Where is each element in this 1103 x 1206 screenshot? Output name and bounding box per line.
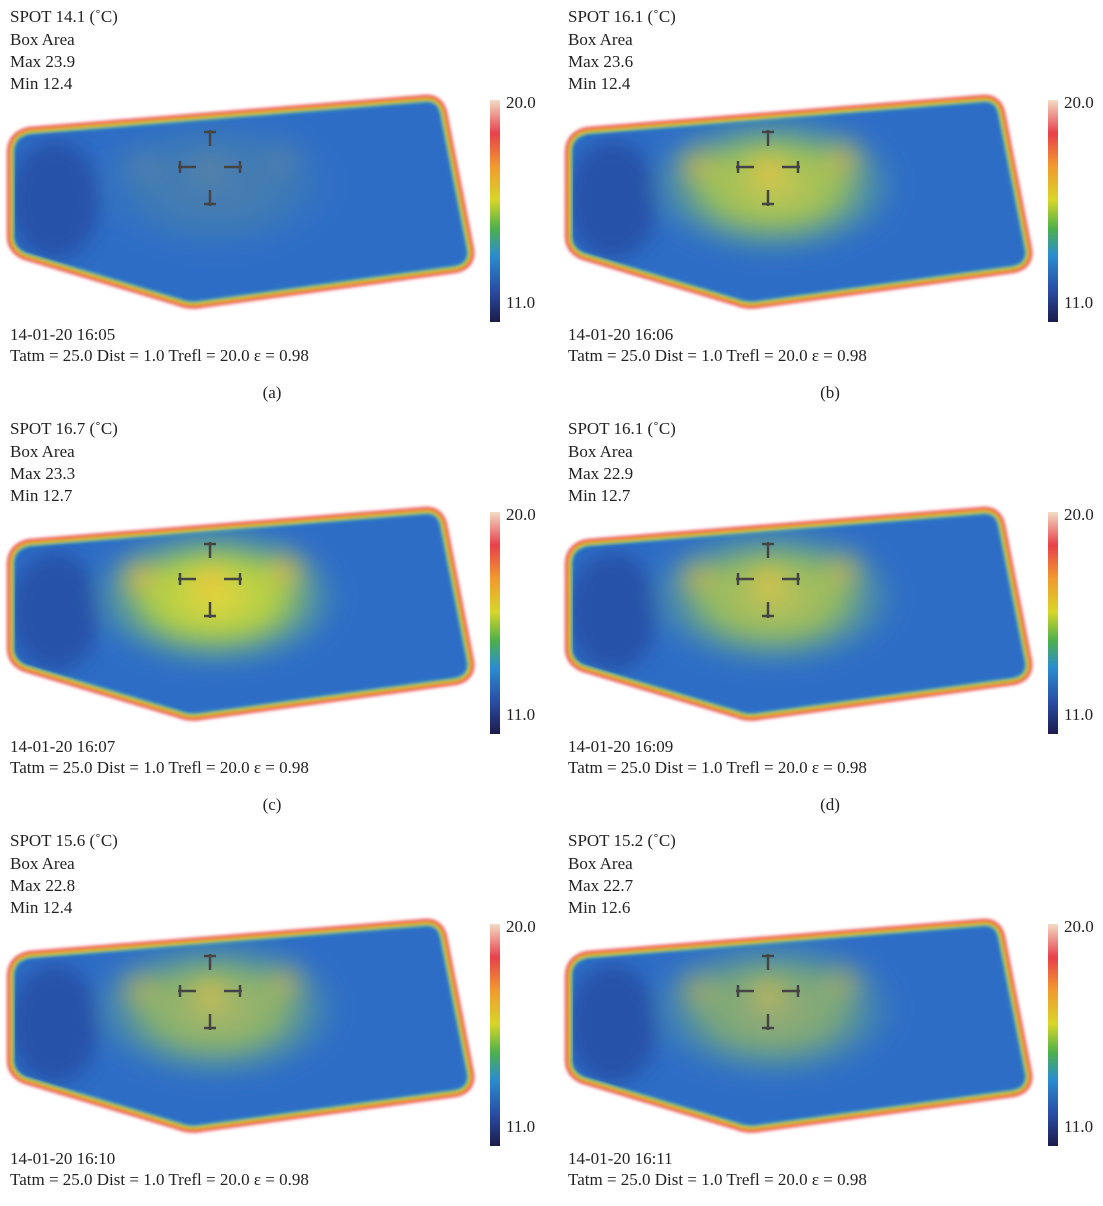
thermal-panel: SPOT 15.6 (˚C) Box Area Max 22.8 Min 12.4 20…	[10, 831, 536, 1206]
spot-label: SPOT 16.1 (˚C)	[568, 7, 676, 26]
hot-spot-r	[815, 545, 871, 595]
scale-min: 11.0	[1064, 705, 1093, 724]
max-label: Max 22.8	[10, 876, 75, 895]
timestamp: 14-01-20 16:05	[10, 325, 115, 344]
timestamp: 14-01-20 16:06	[568, 325, 673, 344]
area-label: Box Area	[568, 442, 633, 461]
min-label: Min 12.7	[10, 486, 73, 505]
area-label: Box Area	[568, 854, 633, 873]
caption: (c)	[263, 795, 282, 814]
hot-spot-r	[257, 545, 313, 595]
figure: SPOT 14.1 (˚C) Box Area Max 23.9 Min 12.4 20…	[0, 0, 1103, 1206]
color-bar	[1048, 512, 1058, 734]
hot-spot-l	[112, 964, 168, 1014]
parameters: Tatm = 25.0 Dist = 1.0 Trefl = 20.0 ε = …	[568, 346, 867, 365]
scale-max: 20.0	[506, 93, 536, 112]
max-label: Max 23.6	[568, 52, 633, 71]
cold-zone	[10, 140, 100, 260]
min-label: Min 12.7	[568, 486, 631, 505]
hot-spot-l	[670, 552, 726, 602]
thermal-panel: SPOT 16.1 (˚C) Box Area Max 22.9 Min 12.7 20…	[568, 419, 1094, 814]
cold-zone	[568, 552, 658, 672]
area-label: Box Area	[568, 30, 633, 49]
hot-spot-r	[815, 957, 871, 1007]
thermal-panel: SPOT 14.1 (˚C) Box Area Max 23.9 Min 12.4 20…	[10, 7, 536, 402]
scale-min: 11.0	[1064, 293, 1093, 312]
scale-min: 11.0	[506, 705, 535, 724]
max-label: Max 23.9	[10, 52, 75, 71]
timestamp: 14-01-20 16:09	[568, 737, 673, 756]
thermal-panel: SPOT 16.7 (˚C) Box Area Max 23.3 Min 12.7 20…	[10, 419, 536, 814]
color-bar	[490, 924, 500, 1146]
hot-spot-l	[670, 964, 726, 1014]
area-label: Box Area	[10, 30, 75, 49]
timestamp: 14-01-20 16:11	[568, 1149, 673, 1168]
hot-spot-l	[112, 140, 168, 190]
color-bar	[1048, 924, 1058, 1146]
hot-spot-l	[670, 140, 726, 190]
scale-max: 20.0	[506, 505, 536, 524]
scale-max: 20.0	[1064, 93, 1094, 112]
thermal-panel: SPOT 15.2 (˚C) Box Area Max 22.7 Min 12.6 20…	[568, 831, 1094, 1206]
spot-label: SPOT 16.7 (˚C)	[10, 419, 118, 438]
min-label: Min 12.4	[10, 74, 73, 93]
scale-max: 20.0	[1064, 505, 1094, 524]
caption: (b)	[820, 383, 840, 402]
spot-label: SPOT 15.6 (˚C)	[10, 831, 118, 850]
hot-spot-l	[112, 552, 168, 602]
timestamp: 14-01-20 16:10	[10, 1149, 115, 1168]
cold-zone	[10, 552, 100, 672]
area-label: Box Area	[10, 854, 75, 873]
max-label: Max 22.9	[568, 464, 633, 483]
min-label: Min 12.4	[568, 74, 631, 93]
hot-spot-r	[257, 957, 313, 1007]
scale-min: 11.0	[1064, 1117, 1093, 1136]
color-bar	[1048, 100, 1058, 322]
cold-zone	[10, 964, 100, 1084]
parameters: Tatm = 25.0 Dist = 1.0 Trefl = 20.0 ε = …	[568, 1170, 867, 1189]
spot-label: SPOT 15.2 (˚C)	[568, 831, 676, 850]
hot-spot-r	[815, 133, 871, 183]
caption: (d)	[820, 795, 840, 814]
max-label: Max 22.7	[568, 876, 634, 895]
timestamp: 14-01-20 16:07	[10, 737, 116, 756]
color-bar	[490, 100, 500, 322]
area-label: Box Area	[10, 442, 75, 461]
parameters: Tatm = 25.0 Dist = 1.0 Trefl = 20.0 ε = …	[10, 758, 309, 777]
max-label: Max 23.3	[10, 464, 75, 483]
cold-zone	[568, 964, 658, 1084]
parameters: Tatm = 25.0 Dist = 1.0 Trefl = 20.0 ε = …	[10, 346, 309, 365]
spot-label: SPOT 16.1 (˚C)	[568, 419, 676, 438]
spot-label: SPOT 14.1 (˚C)	[10, 7, 118, 26]
scale-max: 20.0	[506, 917, 536, 936]
min-label: Min 12.4	[10, 898, 73, 917]
parameters: Tatm = 25.0 Dist = 1.0 Trefl = 20.0 ε = …	[568, 758, 867, 777]
parameters: Tatm = 25.0 Dist = 1.0 Trefl = 20.0 ε = …	[10, 1170, 309, 1189]
min-label: Min 12.6	[568, 898, 630, 917]
caption: (a)	[263, 383, 282, 402]
thermal-panel: SPOT 16.1 (˚C) Box Area Max 23.6 Min 12.4 20…	[568, 7, 1094, 402]
color-bar	[490, 512, 500, 734]
scale-min: 11.0	[506, 1117, 535, 1136]
hot-spot-r	[257, 133, 313, 183]
scale-max: 20.0	[1064, 917, 1094, 936]
cold-zone	[568, 140, 658, 260]
scale-min: 11.0	[506, 293, 535, 312]
